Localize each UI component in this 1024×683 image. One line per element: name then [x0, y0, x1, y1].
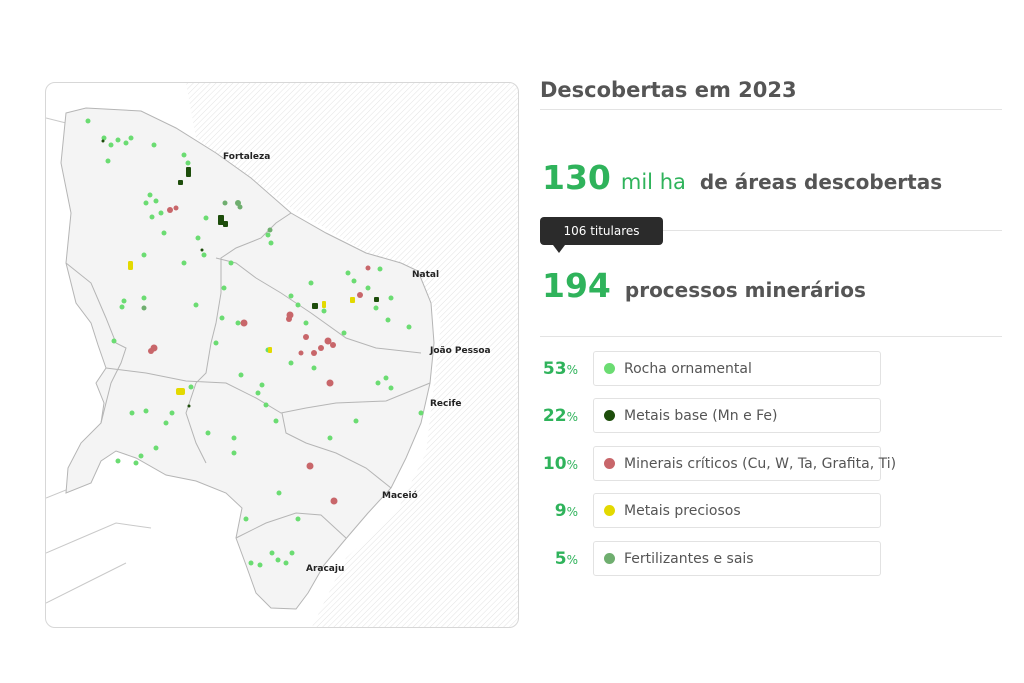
city-label-natal: Natal: [412, 270, 439, 280]
city-label-recife: Recife: [430, 399, 461, 409]
category-percent: 5%: [554, 549, 578, 569]
city-label-aracaju: Aracaju: [306, 564, 344, 574]
category-dot-icon: [604, 553, 615, 564]
category-label: Rocha ornamental: [624, 360, 752, 377]
area-text: de áreas descobertas: [699, 170, 943, 194]
category-percent: 10%: [542, 454, 578, 474]
titulares-tooltip: 106 titulares: [540, 217, 663, 245]
markers-fertilizantes: [141, 200, 273, 311]
markers-rocha-ornamental: [85, 118, 424, 568]
tooltip-arrow: [553, 245, 565, 253]
state-borders: [65, 212, 431, 539]
city-label-maceio: Maceió: [382, 490, 418, 501]
category-chip[interactable]: Fertilizantes e sais: [593, 541, 881, 576]
region-map[interactable]: Fortaleza Natal João Pessoa Recife Macei…: [46, 83, 519, 628]
divider: [540, 230, 1002, 231]
processes-stat[interactable]: 194 processos minerários: [542, 266, 866, 305]
map-card: Fortaleza Natal João Pessoa Recife Macei…: [45, 82, 519, 628]
processes-text: processos minerários: [624, 278, 866, 302]
category-row[interactable]: 22% Metais base (Mn e Fe): [540, 398, 882, 433]
area-value: 130: [542, 158, 611, 197]
category-label: Metais preciosos: [624, 502, 741, 519]
category-row[interactable]: 10% Minerais críticos (Cu, W, Ta, Grafit…: [540, 446, 896, 481]
category-row[interactable]: 53% Rocha ornamental: [540, 351, 882, 386]
category-label: Metais base (Mn e Fe): [624, 407, 778, 424]
city-label-joao-pessoa: João Pessoa: [429, 346, 491, 356]
page-title: Descobertas em 2023: [540, 78, 797, 102]
category-chip[interactable]: Metais base (Mn e Fe): [593, 398, 881, 433]
category-chip[interactable]: Metais preciosos: [593, 493, 881, 528]
category-percent: 22%: [542, 406, 578, 426]
processes-value: 194: [542, 266, 611, 305]
category-chip[interactable]: Minerais críticos (Cu, W, Ta, Grafita, T…: [593, 446, 896, 481]
category-dot-icon: [604, 363, 615, 374]
category-percent: 53%: [542, 359, 578, 379]
category-chip[interactable]: Rocha ornamental: [593, 351, 881, 386]
category-row[interactable]: 5% Fertilizantes e sais: [540, 541, 882, 576]
category-dot-icon: [604, 458, 615, 469]
category-row[interactable]: 9% Metais preciosos: [540, 493, 882, 528]
category-label: Minerais críticos (Cu, W, Ta, Grafita, T…: [624, 455, 897, 472]
category-percent: 9%: [554, 501, 578, 521]
category-dot-icon: [604, 505, 615, 516]
ocean-area: [186, 83, 518, 627]
category-label: Fertilizantes e sais: [624, 550, 754, 567]
category-dot-icon: [604, 410, 615, 421]
city-label-fortaleza: Fortaleza: [223, 152, 270, 162]
divider: [540, 336, 1002, 337]
stats-panel: Descobertas em 2023 130 mil ha de áreas …: [540, 0, 1002, 683]
divider: [540, 109, 1002, 110]
area-stat: 130 mil ha de áreas descobertas: [542, 158, 942, 197]
land-outline: [60, 107, 435, 610]
markers-metais-base: [101, 139, 379, 408]
markers-metais-preciosos: [128, 261, 355, 395]
area-unit: mil ha: [620, 170, 686, 194]
markers-minerais-criticos: [148, 205, 371, 505]
